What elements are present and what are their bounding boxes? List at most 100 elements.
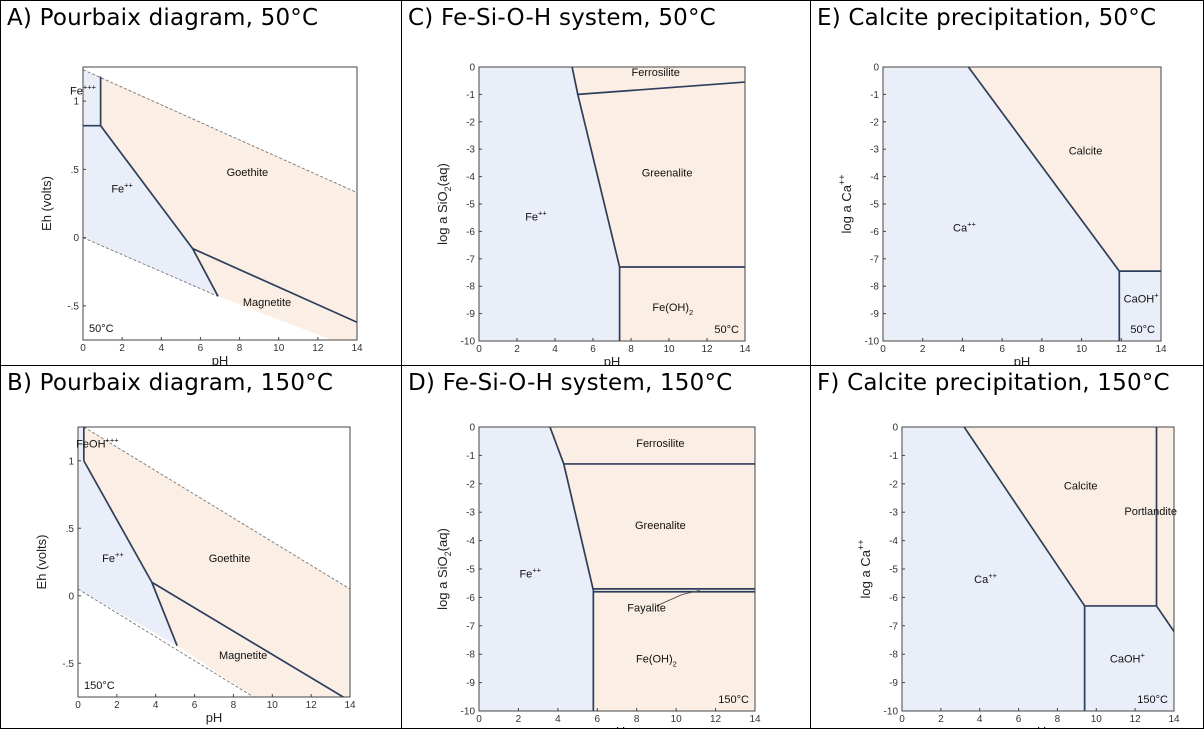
x-tick-label: 0 (880, 344, 886, 355)
field-magnetite (192, 248, 357, 340)
x-tick-label: 8 (628, 344, 634, 355)
phase-boundary (562, 463, 595, 591)
field-ferrosilite (572, 67, 745, 95)
y-tick-label: -1 (870, 90, 879, 101)
field-fe (78, 460, 178, 646)
phase-boundary (571, 67, 579, 95)
y-tick-label: -9 (889, 678, 898, 689)
field-fe (83, 125, 218, 297)
field-fe-oh-2 (593, 591, 755, 711)
y-tick-label: 1 (73, 97, 79, 108)
label-goethite: Goethite (209, 553, 251, 565)
y-tick-label: 1 (68, 456, 74, 467)
x-tick-label: 0 (476, 714, 482, 725)
y-axis-label: log a SiO2(aq) (435, 163, 453, 245)
y-tick-label: 0 (892, 423, 898, 434)
x-tick-label: 0 (80, 343, 86, 354)
y-tick-label: -9 (466, 309, 475, 320)
y-tick-label: -7 (466, 621, 475, 632)
phase-boundary (1155, 605, 1174, 632)
y-tick-label: -5 (889, 565, 898, 576)
x-tick-label: 4 (555, 714, 561, 725)
x-tick-label: 0 (75, 700, 81, 711)
x-tick-label: 8 (231, 700, 237, 711)
field-portlandite (1156, 427, 1174, 632)
water-stability-line (83, 69, 357, 193)
x-tick-label: 10 (273, 343, 285, 354)
y-tick-label: -5 (466, 565, 475, 576)
x-tick-label: 2 (514, 344, 520, 355)
label-caoh: CaOH+ (1124, 291, 1160, 306)
x-tick-label: 0 (899, 714, 905, 725)
x-tick-label: 10 (1091, 714, 1103, 725)
x-tick-label: 10 (1076, 344, 1088, 355)
y-tick-label: .5 (71, 165, 80, 176)
x-tick-label: 6 (198, 343, 204, 354)
phase-boundary (576, 94, 621, 268)
y-tick-label: -5 (870, 200, 879, 211)
y-tick-label: -7 (870, 254, 879, 265)
y-tick-label: -6 (466, 227, 475, 238)
panel-title: D) Fe-Si-O-H system, 150°C (408, 370, 733, 396)
x-tick-label: 10 (663, 344, 675, 355)
label-fe: Fe++ (102, 550, 124, 565)
x-axis-label: pH (609, 724, 626, 729)
x-tick-label: 8 (634, 714, 640, 725)
field-fe (78, 427, 84, 461)
x-tick-label: 6 (999, 344, 1005, 355)
panel-title: B) Pourbaix diagram, 150°C (7, 370, 334, 396)
y-tick-label: -3 (889, 508, 898, 519)
y-axis-label: Eh (volts) (34, 535, 49, 590)
x-tick-label: 6 (590, 344, 596, 355)
y-tick-label: 0 (873, 63, 879, 74)
label-ferrosilite: Ferrosilite (632, 67, 680, 79)
y-tick-label: -6 (889, 593, 898, 604)
x-tick-label: 12 (306, 700, 318, 711)
field-fe (83, 69, 101, 126)
label-feoh: FeOH+++ (76, 435, 119, 450)
phase-boundary (151, 581, 178, 647)
x-axis-label: pH (1014, 354, 1031, 366)
phase-diagram: 0 2 4 6 8 10 12 14 -.5 0 .5 1 pH Eh (volts) Fe+++ Fe++ G… (39, 66, 363, 365)
phase-diagram: 0 2 4 6 8 10 12 14 0 -1 -2 -3 -4 -5 -6 -7 -8 -9 -10 pH log a… (837, 63, 1167, 366)
phase-diagram: 0 2 4 6 8 10 12 14 0 -1 -2 -3 -4 -5 -6 -7 -8 -9 -10 pH log a… (435, 423, 761, 729)
x-tick-label: 4 (552, 344, 558, 355)
x-tick-label: 8 (237, 343, 243, 354)
label-calcite: Calcite (1069, 146, 1103, 158)
field-caoh (1084, 605, 1174, 711)
temperature-label: 150°C (84, 680, 115, 692)
x-tick-label: 2 (119, 343, 125, 354)
x-tick-label: 14 (1155, 344, 1167, 355)
label-goethite: Goethite (227, 167, 269, 179)
x-tick-label: 14 (1168, 714, 1180, 725)
y-tick-label: -.5 (62, 659, 74, 670)
x-tick-label: 6 (192, 700, 198, 711)
x-tick-label: 12 (701, 344, 713, 355)
field-fe (479, 67, 620, 341)
x-tick-label: 2 (516, 714, 522, 725)
y-tick-label: -2 (466, 479, 475, 490)
plot-area (83, 67, 357, 340)
x-tick-label: 4 (153, 700, 159, 711)
y-tick-label: -10 (461, 337, 476, 348)
y-tick-label: 0 (73, 233, 79, 244)
x-axis-label: pH (1030, 724, 1047, 729)
y-tick-label: -2 (889, 479, 898, 490)
x-tick-label: 2 (920, 344, 926, 355)
label-leader-line (656, 589, 700, 607)
field-fe (479, 427, 594, 711)
panel-a-pourbaix-50c: A) Pourbaix diagram, 50°C 0 2 4 6 8 10 12 14 -.5… (0, 0, 402, 366)
temperature-label: 50°C (1130, 324, 1155, 336)
x-tick-label: 4 (159, 343, 165, 354)
label-magnetite: Magnetite (243, 297, 291, 309)
label-ca: Ca++ (974, 571, 997, 586)
label-ferrosilite: Ferrosilite (636, 438, 684, 450)
label-magnetite: Magnetite (219, 650, 267, 662)
temperature-label: 50°C (89, 323, 114, 335)
label-portlandite: Portlandite (1124, 506, 1177, 518)
x-tick-label: 12 (710, 714, 722, 725)
y-tick-label: .5 (66, 524, 75, 535)
y-tick-label: -8 (466, 650, 475, 661)
label-fe: Fe++ (519, 566, 541, 581)
temperature-label: 150°C (1137, 694, 1168, 706)
